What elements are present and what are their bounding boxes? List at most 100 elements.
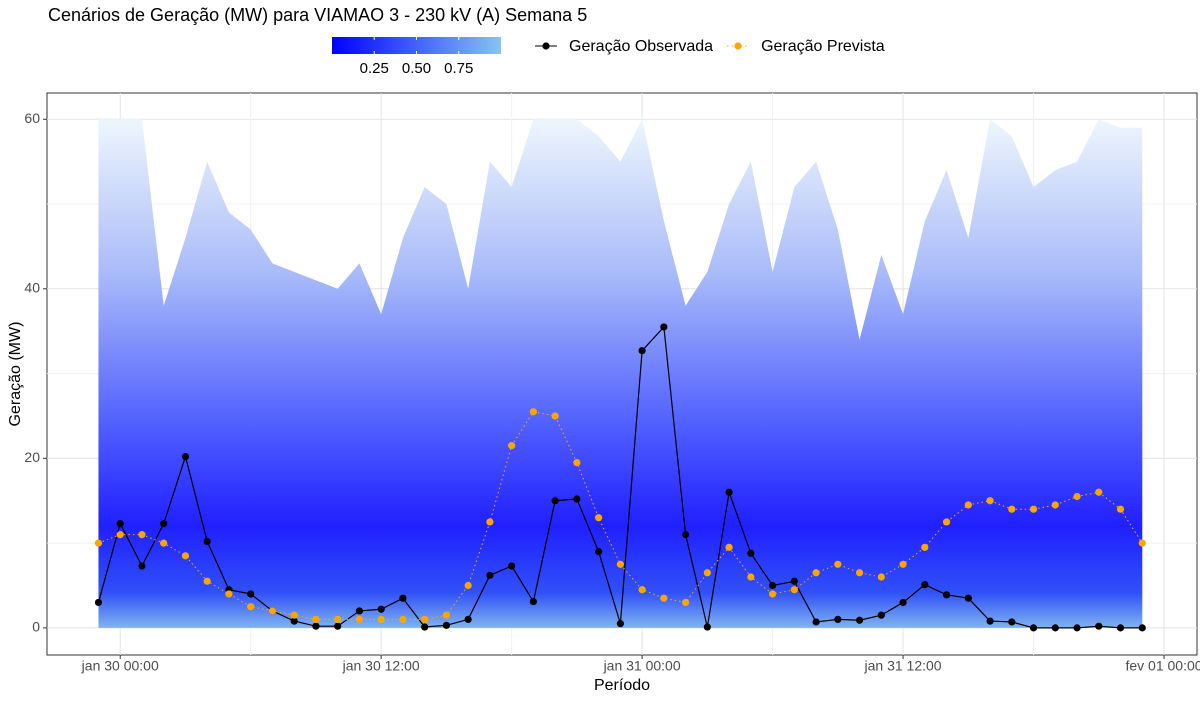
data-point	[855, 616, 864, 624]
data-point	[573, 458, 581, 467]
data-point	[334, 615, 342, 623]
data-point	[1095, 622, 1103, 630]
data-point	[986, 617, 994, 625]
legend-marker	[734, 42, 742, 50]
data-point	[1073, 492, 1081, 501]
data-point	[247, 590, 255, 598]
data-point	[638, 347, 646, 355]
x-tick-label: jan 31 00:00	[603, 658, 681, 674]
data-point	[355, 615, 364, 623]
data-point	[160, 539, 168, 547]
data-point	[486, 518, 494, 526]
x-tick-label: fev 01 00:00	[1125, 658, 1200, 674]
data-point	[964, 594, 972, 602]
data-point	[921, 543, 929, 551]
data-point	[986, 497, 994, 505]
data-point	[377, 605, 385, 613]
data-point	[703, 623, 711, 631]
data-point	[725, 488, 733, 496]
data-point	[290, 611, 298, 619]
data-point	[508, 442, 516, 450]
data-point	[595, 547, 603, 556]
data-point	[812, 569, 820, 577]
data-point	[529, 408, 537, 416]
data-point	[116, 531, 124, 539]
y-tick-label: 0	[32, 619, 40, 635]
data-point	[247, 603, 255, 611]
colorbar	[332, 37, 501, 54]
data-point	[1073, 624, 1081, 632]
data-point	[877, 611, 885, 619]
data-point	[181, 552, 190, 560]
data-point	[834, 560, 842, 568]
colorbar-label: 0.75	[444, 60, 473, 77]
data-point	[899, 560, 907, 568]
data-point	[877, 573, 885, 581]
data-point	[312, 615, 320, 623]
data-point	[529, 597, 537, 606]
x-tick-label: jan 31 12:00	[864, 658, 942, 674]
data-point	[790, 577, 798, 585]
data-point	[464, 581, 472, 590]
data-point	[181, 453, 190, 461]
data-point	[899, 598, 907, 607]
data-point	[768, 581, 777, 590]
x-tick-label: jan 30 12:00	[342, 658, 420, 674]
data-point	[595, 514, 603, 522]
data-point	[225, 590, 233, 598]
data-point	[682, 598, 690, 607]
scenario-fan	[98, 119, 1143, 628]
data-point	[921, 581, 929, 589]
data-point	[1138, 539, 1146, 547]
legend-label: Geração Observada	[569, 38, 713, 55]
data-point	[1116, 624, 1125, 632]
data-point	[421, 623, 429, 631]
data-point	[355, 607, 364, 615]
data-point	[660, 323, 668, 331]
y-axis-title: Geração (MW)	[7, 322, 24, 427]
data-point	[1008, 505, 1016, 513]
data-point	[312, 622, 320, 630]
data-point	[399, 615, 407, 623]
data-point	[747, 573, 755, 581]
data-point	[203, 537, 211, 546]
data-point	[442, 621, 451, 629]
data-point	[116, 520, 124, 528]
data-point	[551, 497, 559, 505]
data-point	[942, 518, 951, 526]
data-point	[1008, 618, 1016, 626]
data-point	[290, 617, 298, 625]
data-point	[334, 622, 342, 630]
data-point	[616, 560, 624, 568]
data-point	[1029, 505, 1038, 513]
data-point	[703, 569, 711, 577]
data-point	[94, 539, 103, 547]
data-point	[812, 618, 820, 626]
data-point	[486, 571, 494, 579]
y-tick-label: 20	[24, 449, 40, 465]
data-point	[573, 495, 581, 503]
data-point	[421, 615, 429, 623]
data-point	[508, 562, 516, 570]
y-tick-label: 60	[24, 110, 40, 126]
data-point	[725, 543, 733, 551]
data-point	[616, 620, 624, 628]
x-tick-label: jan 30 00:00	[81, 658, 159, 674]
data-point	[834, 615, 842, 623]
data-point	[1051, 624, 1059, 632]
data-point	[203, 577, 211, 585]
data-point	[442, 611, 451, 619]
data-point	[790, 586, 798, 594]
data-point	[160, 520, 168, 528]
data-point	[399, 594, 407, 602]
data-point	[964, 501, 972, 509]
data-point	[1116, 505, 1125, 513]
data-point	[138, 562, 146, 570]
data-point	[1051, 501, 1059, 509]
colorbar-label: 0.25	[360, 60, 389, 77]
data-point	[855, 569, 864, 577]
data-point	[747, 549, 755, 557]
data-point	[1095, 488, 1103, 496]
data-point	[94, 598, 103, 607]
legend-label: Geração Prevista	[761, 38, 885, 55]
